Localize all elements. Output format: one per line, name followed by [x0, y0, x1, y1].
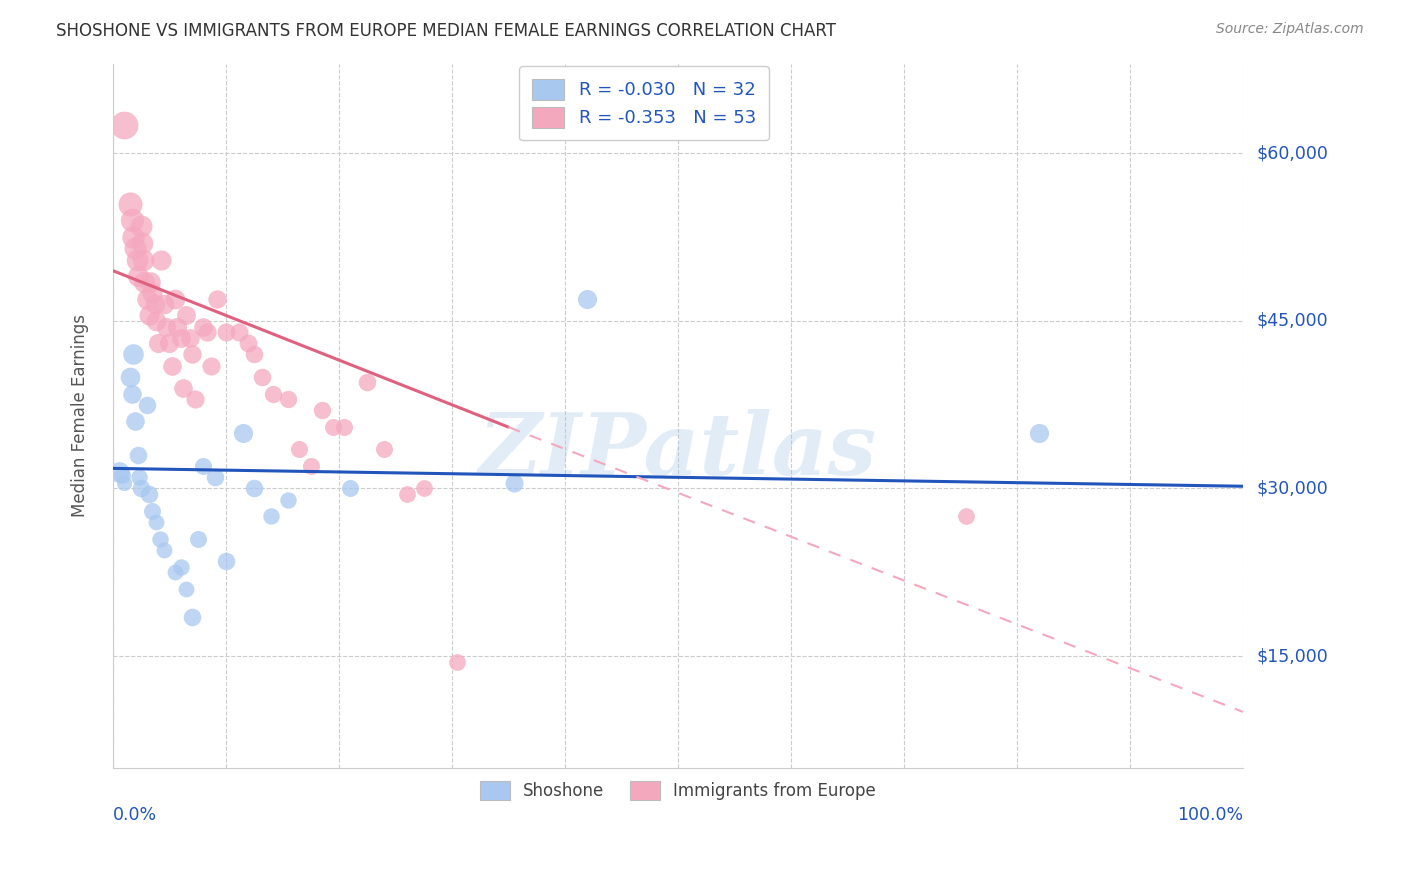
Point	[150, 252, 173, 267]
Point	[118, 196, 141, 211]
Point	[122, 230, 145, 244]
Point	[184, 392, 207, 406]
Point	[333, 420, 356, 434]
Point	[205, 292, 228, 306]
Point	[176, 582, 198, 596]
Point	[146, 336, 169, 351]
Point	[204, 470, 226, 484]
Point	[139, 275, 162, 289]
Point	[1028, 425, 1050, 440]
Text: $60,000: $60,000	[1257, 145, 1329, 162]
Point	[576, 292, 599, 306]
Point	[250, 369, 273, 384]
Point	[311, 403, 333, 417]
Point	[111, 468, 134, 483]
Point	[160, 359, 183, 373]
Point	[112, 119, 135, 133]
Point	[260, 509, 283, 524]
Point	[412, 482, 434, 496]
Point	[141, 504, 163, 518]
Point	[503, 475, 526, 490]
Text: $30,000: $30,000	[1257, 480, 1329, 498]
Point	[169, 559, 191, 574]
Point	[143, 297, 166, 311]
Point	[107, 465, 129, 479]
Point	[446, 655, 468, 669]
Point	[243, 347, 266, 361]
Text: SHOSHONE VS IMMIGRANTS FROM EUROPE MEDIAN FEMALE EARNINGS CORRELATION CHART: SHOSHONE VS IMMIGRANTS FROM EUROPE MEDIA…	[56, 22, 837, 40]
Point	[127, 269, 149, 284]
Point	[195, 325, 218, 339]
Text: ZIPatlas: ZIPatlas	[479, 409, 877, 492]
Point	[134, 275, 156, 289]
Legend: Shoshone, Immigrants from Europe: Shoshone, Immigrants from Europe	[468, 770, 887, 812]
Point	[155, 319, 177, 334]
Point	[373, 442, 395, 457]
Point	[955, 509, 977, 524]
Point	[152, 542, 174, 557]
Point	[176, 309, 198, 323]
Text: $15,000: $15,000	[1257, 647, 1329, 665]
Text: 100.0%: 100.0%	[1177, 806, 1243, 824]
Point	[163, 292, 186, 306]
Point	[181, 347, 204, 361]
Point	[181, 610, 204, 624]
Point	[215, 554, 238, 568]
Point	[262, 386, 284, 401]
Point	[129, 219, 152, 233]
Point	[141, 286, 163, 301]
Point	[193, 319, 215, 334]
Point	[228, 325, 250, 339]
Point	[152, 297, 174, 311]
Point	[322, 420, 344, 434]
Point	[138, 309, 160, 323]
Point	[124, 414, 146, 428]
Point	[145, 515, 167, 529]
Point	[121, 386, 143, 401]
Text: $45,000: $45,000	[1257, 312, 1327, 330]
Point	[145, 314, 167, 328]
Point	[118, 369, 141, 384]
Point	[187, 532, 209, 546]
Point	[339, 482, 361, 496]
Y-axis label: Median Female Earnings: Median Female Earnings	[72, 314, 89, 517]
Text: 0.0%: 0.0%	[112, 806, 157, 824]
Point	[124, 241, 146, 255]
Point	[138, 487, 160, 501]
Point	[172, 381, 194, 395]
Point	[121, 213, 143, 227]
Point	[135, 292, 157, 306]
Point	[122, 347, 145, 361]
Point	[232, 425, 254, 440]
Point	[243, 482, 266, 496]
Point	[125, 252, 148, 267]
Point	[200, 359, 222, 373]
Point	[356, 376, 378, 390]
Point	[135, 398, 157, 412]
Point	[166, 319, 188, 334]
Point	[288, 442, 311, 457]
Point	[299, 459, 322, 474]
Point	[179, 331, 201, 345]
Point	[149, 532, 172, 546]
Point	[163, 566, 186, 580]
Point	[132, 252, 155, 267]
Point	[131, 235, 153, 250]
Point	[112, 475, 135, 490]
Point	[277, 492, 299, 507]
Point	[215, 325, 238, 339]
Point	[127, 448, 149, 462]
Point	[277, 392, 299, 406]
Point	[128, 470, 150, 484]
Point	[157, 336, 180, 351]
Point	[395, 487, 418, 501]
Point	[193, 459, 215, 474]
Point	[169, 331, 191, 345]
Point	[238, 336, 260, 351]
Point	[129, 482, 152, 496]
Text: Source: ZipAtlas.com: Source: ZipAtlas.com	[1216, 22, 1364, 37]
